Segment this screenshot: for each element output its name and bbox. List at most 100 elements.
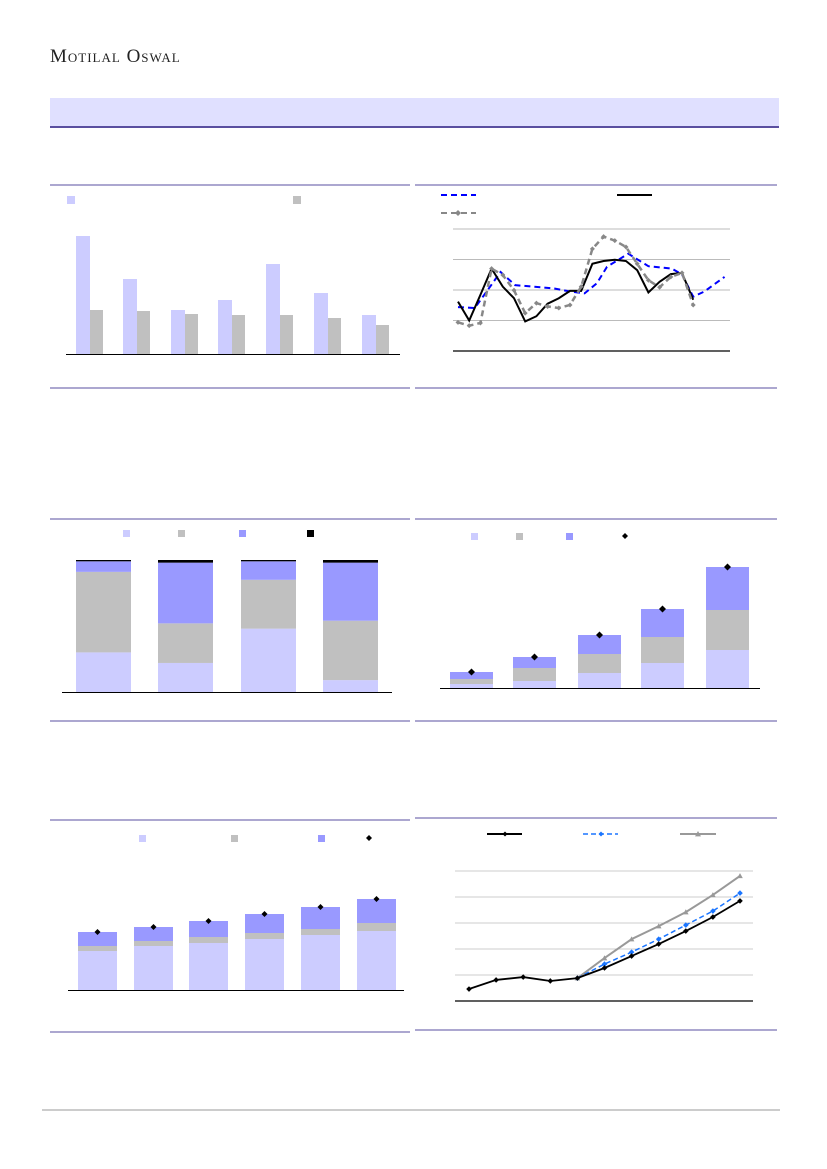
point-series-3 xyxy=(522,310,528,316)
stacked-bar-series-1 xyxy=(301,935,340,990)
stacked-bar-series-1 xyxy=(706,650,749,688)
point-series-2 xyxy=(683,922,689,928)
point-series-3 xyxy=(578,284,584,290)
point-series-3 xyxy=(683,909,689,915)
point-series-3 xyxy=(710,892,716,898)
stacked-bar-series-2 xyxy=(706,610,749,650)
point-series-3 xyxy=(500,272,506,278)
legend-marker-series-3 xyxy=(695,831,701,837)
legend-marker-series-1 xyxy=(471,533,478,540)
point-series-3 xyxy=(556,305,562,311)
point-series-3 xyxy=(489,266,495,272)
stacked-bar-series-1 xyxy=(76,652,131,692)
stacked-bar-series-2 xyxy=(158,623,213,663)
stacked-bar-series-1 xyxy=(134,946,173,990)
stacked-bar-series-2 xyxy=(78,946,117,951)
total-marker xyxy=(205,918,212,924)
stacked-bar-series-1 xyxy=(357,931,396,990)
stacked-bar-series-2 xyxy=(245,933,284,939)
section-header-band xyxy=(50,98,779,128)
point-series-3 xyxy=(545,303,551,309)
line-series-2 xyxy=(457,258,695,323)
point-series-2 xyxy=(601,961,608,967)
stacked-bar-series-1 xyxy=(78,951,117,990)
point-series-3 xyxy=(655,923,662,929)
stacked-bar-series-3 xyxy=(189,921,228,937)
point-series-3 xyxy=(623,244,629,250)
stacked-bar-series-3 xyxy=(513,657,556,668)
stacked-bar-series-3 xyxy=(76,561,131,572)
point-series-1 xyxy=(520,974,526,980)
point-series-2 xyxy=(655,936,662,942)
point-series-1 xyxy=(574,975,581,981)
point-series-2 xyxy=(737,890,743,896)
bar-series-1 xyxy=(314,293,328,354)
point-series-3 xyxy=(679,270,685,276)
stacked-bar-series-3 xyxy=(245,914,284,933)
stacked-bar-series-1 xyxy=(578,673,621,688)
bar-series-1 xyxy=(76,236,90,354)
total-marker xyxy=(659,605,666,613)
stacked-bar-series-4 xyxy=(241,560,296,562)
point-series-3 xyxy=(628,936,635,942)
stacked-bar-series-1 xyxy=(641,663,684,688)
legend-marker-series-3 xyxy=(318,835,325,842)
stacked-bar-series-1 xyxy=(450,684,493,688)
stacked-bar-series-2 xyxy=(323,620,378,681)
stacked-bar-series-3 xyxy=(323,562,378,621)
point-series-1 xyxy=(628,953,635,959)
bar-series-1 xyxy=(123,279,137,354)
point-series-3 xyxy=(589,246,595,252)
bar-series-1 xyxy=(266,264,280,354)
line-series-3 xyxy=(457,235,695,327)
legend-marker-series-2 xyxy=(516,533,523,540)
stacked-bar-series-1 xyxy=(323,680,378,692)
legend-marker-series-3 xyxy=(455,210,461,216)
stacked-bar-series-2 xyxy=(76,571,131,653)
point-series-2 xyxy=(710,908,716,914)
line-series-1 xyxy=(468,900,741,990)
bar-series-2 xyxy=(376,325,389,354)
legend-marker-series-2 xyxy=(598,831,604,837)
bar-series-1 xyxy=(362,315,376,354)
stacked-bar-series-4 xyxy=(323,560,378,563)
stacked-bar-series-3 xyxy=(641,609,684,637)
stacked-bar-series-2 xyxy=(641,637,684,663)
bar-series-1 xyxy=(171,310,185,354)
total-marker xyxy=(468,668,475,676)
total-marker xyxy=(596,631,603,639)
point-series-3 xyxy=(466,323,472,329)
bar-series-2 xyxy=(137,311,150,354)
legend-marker-series-2 xyxy=(293,196,301,204)
stacked-bar-series-2 xyxy=(301,929,340,935)
point-series-3 xyxy=(477,320,483,326)
bar-series-2 xyxy=(232,315,245,354)
total-marker xyxy=(373,896,380,902)
stacked-bar-series-2 xyxy=(357,923,396,931)
point-series-1 xyxy=(710,914,716,920)
total-marker xyxy=(724,563,731,571)
point-series-3 xyxy=(533,300,539,306)
point-series-1 xyxy=(493,977,499,983)
point-series-3 xyxy=(601,955,608,961)
stacked-bar-series-2 xyxy=(450,679,493,684)
point-series-1 xyxy=(655,941,662,947)
stacked-bar-series-1 xyxy=(189,943,228,990)
stacked-bar-series-2 xyxy=(134,941,173,946)
point-series-3 xyxy=(690,302,696,308)
bar-series-2 xyxy=(280,315,293,354)
bar-series-2 xyxy=(185,314,198,354)
point-series-3 xyxy=(668,274,674,280)
total-marker xyxy=(94,929,101,935)
point-series-3 xyxy=(645,277,651,283)
legend-marker-series-3 xyxy=(566,533,573,540)
legend-marker-series-1 xyxy=(502,831,508,837)
point-series-1 xyxy=(683,928,689,934)
stacked-bar-series-3 xyxy=(78,932,117,946)
bar-series-2 xyxy=(90,310,103,354)
point-series-1 xyxy=(547,978,554,984)
legend-marker-series-2 xyxy=(178,530,185,537)
point-series-1 xyxy=(601,965,608,971)
